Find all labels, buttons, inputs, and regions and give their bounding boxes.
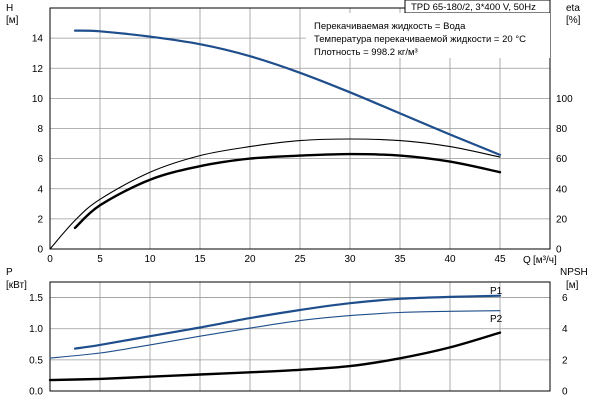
x-tick-label: 35: [394, 254, 406, 265]
info-line-2: Температура перекачиваемой жидкости = 20…: [314, 34, 526, 45]
top-plot-frame: [49, 7, 551, 250]
x-tick-label: 30: [344, 254, 356, 265]
eta-tick-label: 80: [556, 124, 568, 135]
q-axis-label: Q: [523, 255, 531, 266]
info-box: [306, 13, 550, 58]
h-tick-label: 2: [37, 214, 43, 225]
x-tick-label: 10: [144, 254, 156, 265]
x-tick-label: 5: [97, 254, 103, 265]
eta-tick-label: 0: [556, 245, 562, 256]
bottom-series: [48, 294, 502, 382]
p-tick-label: 1.0: [29, 324, 43, 335]
x-tick-label: 15: [194, 254, 206, 265]
h-tick-label: 12: [32, 64, 44, 75]
p-axis-unit: [кВт]: [6, 280, 27, 291]
h-tick-label: 0: [37, 245, 43, 256]
chart-title: TPD 65-180/2, 3*400 V, 50Hz: [411, 2, 536, 13]
bottom-ticks: 0.0 0.5 1.0 1.5 0 2 4 6: [29, 293, 568, 397]
x-tick-label: 20: [244, 254, 256, 265]
eta-tick-label: 20: [556, 214, 568, 225]
h-axis-unit: [м]: [6, 15, 19, 26]
eta-axis-unit: [%]: [566, 15, 581, 26]
npsh-axis-label: NPSH: [560, 267, 588, 278]
npsh-tick-label: 2: [562, 355, 568, 366]
p2-series-label: P2: [490, 314, 503, 325]
p-axis-label: P: [6, 267, 13, 278]
npsh-tick-label: 4: [562, 324, 568, 335]
npsh-tick-label: 0: [562, 387, 568, 398]
h-tick-label: 4: [37, 184, 43, 195]
h-tick-label: 14: [32, 34, 44, 45]
p2-curve: [49, 310, 501, 359]
h-axis-label: H: [6, 3, 13, 14]
h-tick-label: 10: [32, 94, 44, 105]
top-series: [49, 29, 502, 250]
npsh-tick-label: 6: [562, 293, 568, 304]
bottom-grid: [50, 282, 550, 391]
bottom-plot-frame: [49, 281, 551, 392]
eta-tick-label: 100: [556, 94, 573, 105]
head-curve: [73, 29, 502, 156]
eta-tick-label: 40: [556, 184, 568, 195]
p-tick-label: 0.5: [29, 355, 43, 366]
top-ticks: 0 5 10 15 20 25 30 35 40 45 0 2 4 6 8 10 12 14 0 20 40 60 80 10…: [32, 34, 573, 265]
x-tick-label: 40: [444, 254, 456, 265]
h-tick-label: 8: [37, 124, 43, 135]
eta-tick-label: 60: [556, 154, 568, 165]
efficiency-curve: [49, 138, 501, 250]
npsh-curve: [48, 331, 502, 382]
eta-axis-label: eta: [566, 3, 580, 14]
efficiency-curve-thick: [73, 152, 502, 230]
q-axis-unit: [м³/ч]: [533, 255, 557, 266]
p1-series-label: P1: [490, 286, 503, 297]
info-line-3: Плотность = 998.2 кг/м³: [314, 47, 418, 58]
p-tick-label: 1.5: [29, 293, 43, 304]
x-tick-label: 45: [494, 254, 506, 265]
x-tick-label: 25: [294, 254, 306, 265]
h-tick-label: 6: [37, 154, 43, 165]
info-line-1: Перекачиваемая жидкость = Вода: [314, 21, 466, 32]
npsh-axis-unit: [м]: [566, 280, 579, 291]
p-tick-label: 0.0: [29, 387, 43, 398]
x-tick-label: 0: [47, 254, 53, 265]
p1-curve: [73, 294, 502, 350]
